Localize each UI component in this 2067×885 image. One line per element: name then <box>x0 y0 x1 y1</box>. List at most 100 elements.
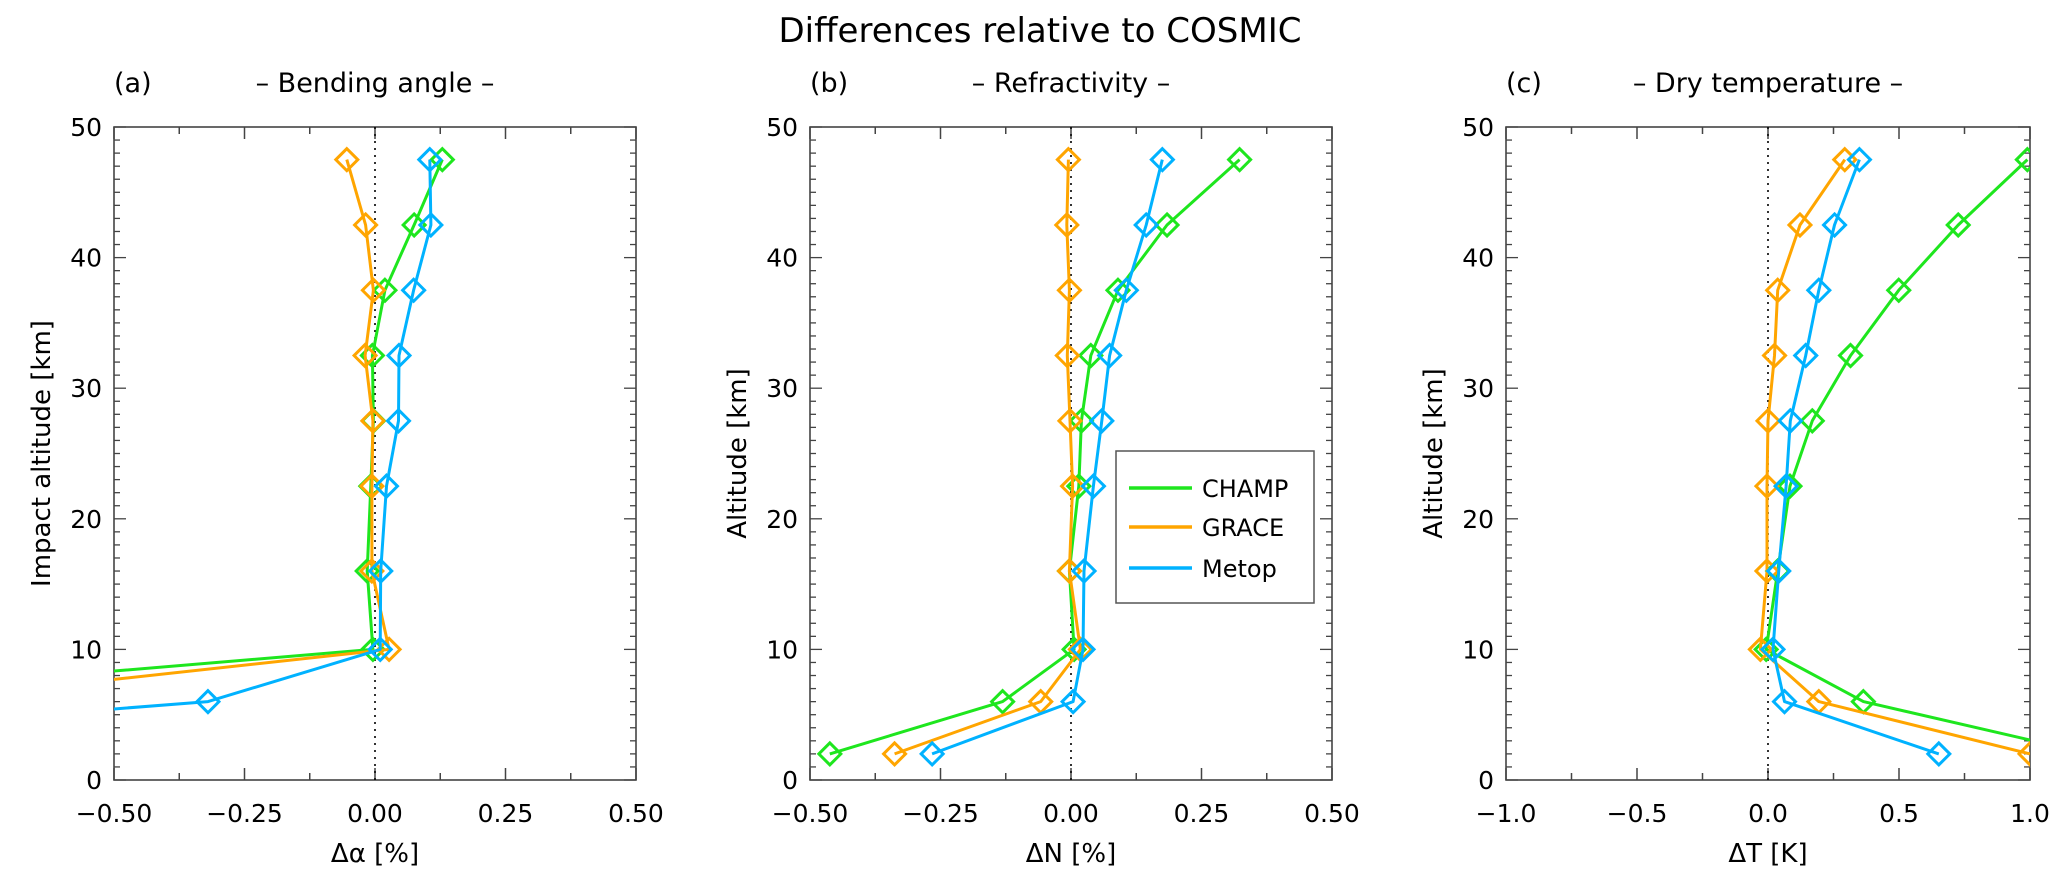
x-tick-label: 0.25 <box>478 799 534 828</box>
panel-title: – Dry temperature – <box>1633 68 1903 99</box>
data-point-grace <box>1056 407 1084 434</box>
y-tick-label: 20 <box>70 505 102 534</box>
data-point-grace <box>1786 211 1814 239</box>
y-axis-label: Altitude [km] <box>723 368 753 539</box>
data-point-metop <box>1772 473 1800 500</box>
y-tick-label: 40 <box>766 244 798 273</box>
series-line-grace <box>894 159 1082 756</box>
data-point-metop <box>1792 342 1819 369</box>
x-axis-label: ΔN [%] <box>1026 839 1117 869</box>
x-tick-label: −0.25 <box>902 799 979 828</box>
data-point-champ <box>816 740 843 768</box>
x-axis-label: ΔT [K] <box>1728 839 1807 869</box>
y-tick-label: 30 <box>766 374 798 403</box>
data-point-grace <box>1754 407 1782 434</box>
data-point-grace <box>360 277 387 304</box>
data-point-grace <box>358 557 385 585</box>
legend-label-grace: GRACE <box>1202 514 1284 542</box>
x-tick-label: −0.5 <box>1607 799 1668 828</box>
data-point-champ <box>2014 146 2030 173</box>
y-tick-label: 30 <box>1462 374 1494 403</box>
y-tick-label: 30 <box>70 374 102 403</box>
data-point-metop <box>1070 557 1098 585</box>
panel-c: (c) – Dry temperature – −1.0 −0.5 0.0 0.5 1.0 0… <box>1419 68 2050 869</box>
x-tick-label: 0.50 <box>608 799 664 828</box>
y-tick-label: 40 <box>1462 244 1494 273</box>
y-tick-label: 50 <box>70 113 102 142</box>
data-point-metop <box>1096 342 1123 369</box>
data-point-grace <box>333 146 360 173</box>
y-tick-label: 50 <box>766 113 798 142</box>
data-point-champ <box>1837 342 1864 369</box>
data-point-grace <box>1059 473 1086 500</box>
data-point-metop <box>416 146 443 173</box>
data-point-metop <box>1069 636 1097 663</box>
data-point-grace <box>881 740 908 768</box>
data-point-grace <box>1761 342 1788 369</box>
data-point-metop <box>1149 146 1176 173</box>
series-line-grace <box>1758 158 2030 756</box>
data-point-metop <box>1113 277 1140 304</box>
y-axis-label: Altitude [km] <box>1419 368 1449 539</box>
data-point-metop <box>194 688 222 715</box>
data-point-metop <box>1765 557 1792 585</box>
data-point-metop <box>1777 407 1804 434</box>
x-tick-label: −0.50 <box>772 799 849 828</box>
data-point-champ <box>429 146 456 173</box>
data-point-metop <box>1821 211 1848 239</box>
panel-a: (a) – Bending angle – −0.50 −0.25 0.00 0.25 0.… <box>27 68 664 869</box>
panel-label: (b) <box>810 68 848 99</box>
y-tick-label: 0 <box>782 766 798 795</box>
x-tick-label: 0.50 <box>1304 799 1360 828</box>
panel-title: – Refractivity – <box>972 68 1170 99</box>
data-point-metop <box>1088 407 1115 434</box>
series-line-metop <box>931 159 1164 756</box>
y-tick-label: 10 <box>1462 635 1494 664</box>
data-point-champ <box>1945 211 1972 239</box>
legend-label-metop: Metop <box>1202 555 1277 583</box>
series-line-champ <box>114 159 444 673</box>
data-point-champ <box>1226 146 1253 173</box>
data-point-metop <box>367 636 394 663</box>
data-point-metop <box>417 211 444 239</box>
data-point-champ <box>1776 473 1804 500</box>
x-tick-label: 0.00 <box>1043 799 1099 828</box>
data-point-metop <box>373 473 400 500</box>
x-tick-label: −0.25 <box>206 799 283 828</box>
series-group <box>1747 146 2030 768</box>
data-point-grace <box>1056 277 1083 304</box>
y-tick-label: 20 <box>1462 505 1494 534</box>
data-point-grace <box>1055 146 1082 173</box>
data-point-grace <box>1753 557 1781 585</box>
data-point-metop <box>1133 211 1160 239</box>
legend: CHAMP GRACE Metop <box>1115 450 1315 604</box>
data-point-champ <box>1061 636 1088 663</box>
data-point-champ <box>1153 211 1181 239</box>
data-point-metop <box>1846 146 1873 173</box>
y-tick-label: 10 <box>766 635 798 664</box>
y-tick-label: 20 <box>766 505 798 534</box>
data-point-metop <box>1805 277 1832 304</box>
data-point-metop <box>919 740 946 768</box>
x-tick-label: 0.5 <box>1879 799 1919 828</box>
y-tick-label: 50 <box>1462 113 1494 142</box>
y-tick-label: 10 <box>70 635 102 664</box>
x-tick-label: −0.50 <box>76 799 153 828</box>
x-tick-label: 0.00 <box>347 799 403 828</box>
figure-title: Differences relative to COSMIC <box>779 11 1302 51</box>
data-point-grace <box>351 342 379 369</box>
y-axis-label: Impact altitude [km] <box>27 320 57 587</box>
data-point-metop <box>385 407 412 434</box>
series-group <box>816 146 1253 768</box>
panel-label: (c) <box>1506 68 1542 99</box>
data-point-metop <box>1059 688 1087 715</box>
data-point-grace <box>2016 740 2030 768</box>
panels: (a) – Bending angle –−0.50 −0.25 0.00 0.25 0.… <box>27 68 2050 869</box>
data-point-champ <box>989 688 1016 715</box>
series-line-metop <box>114 159 433 711</box>
data-point-grace <box>1054 342 1081 369</box>
data-point-grace <box>375 636 403 663</box>
panel-title: – Bending angle – <box>256 68 495 99</box>
data-point-metop <box>400 277 427 304</box>
